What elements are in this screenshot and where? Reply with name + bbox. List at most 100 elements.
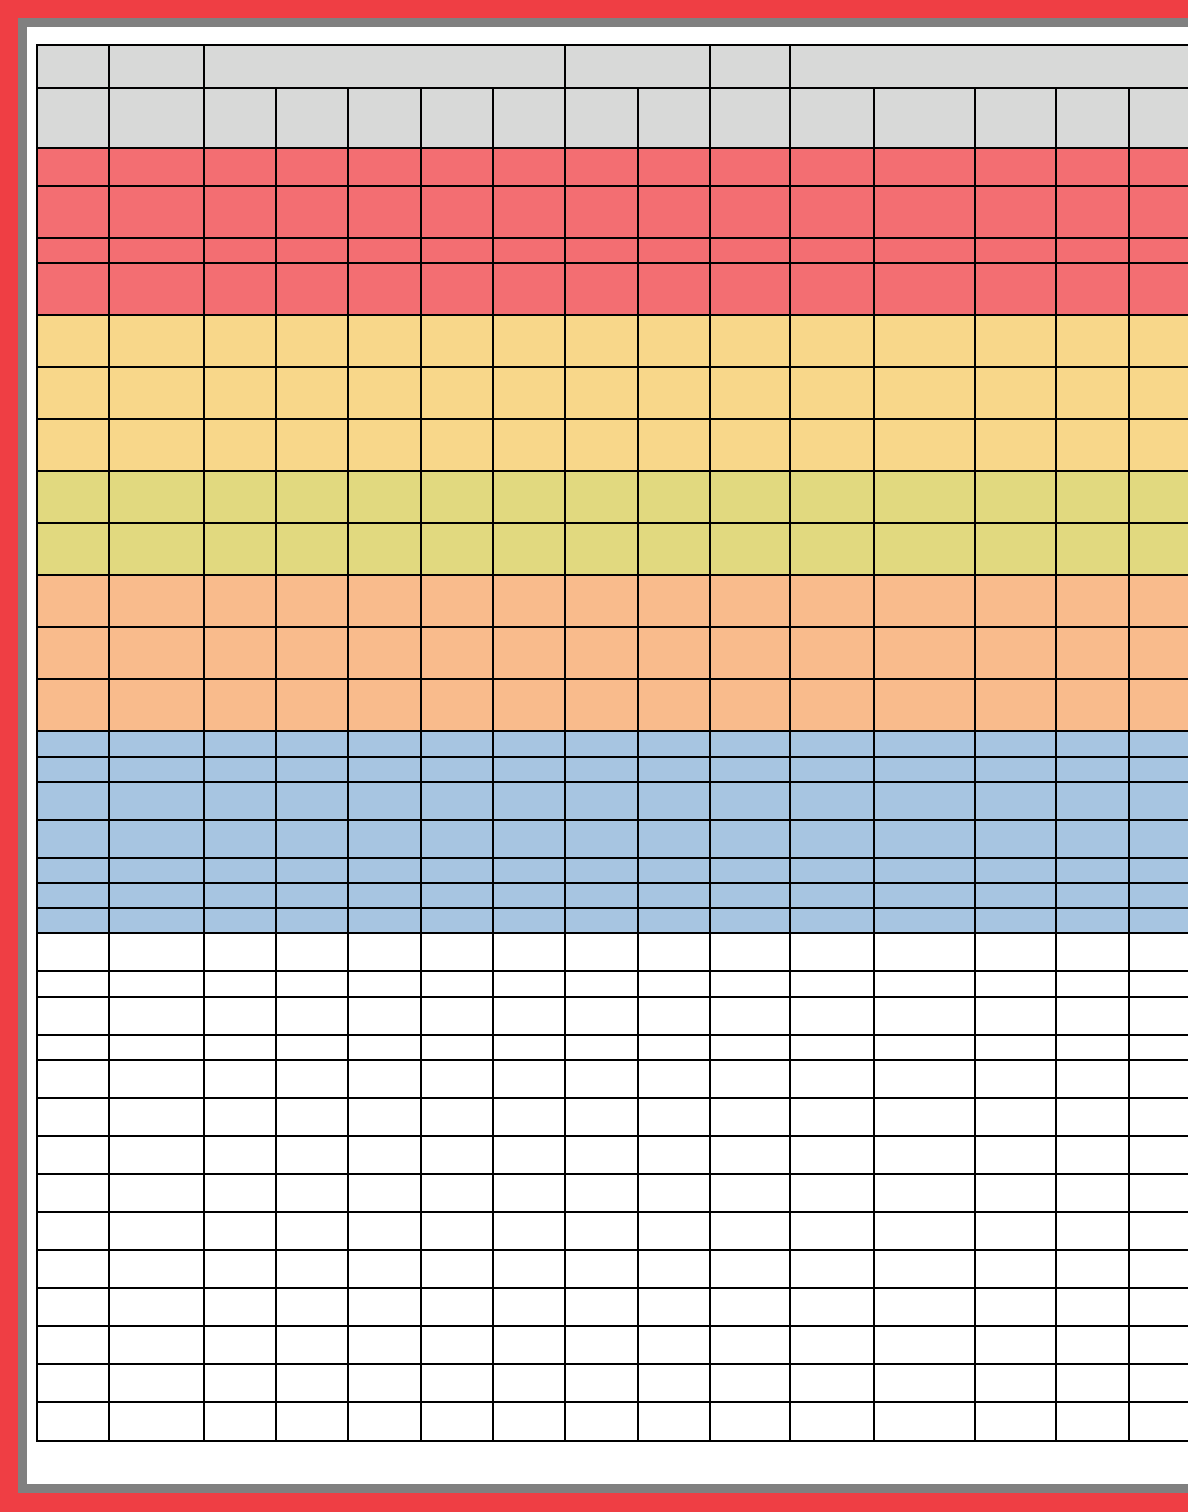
table-cell[interactable] — [873, 147, 977, 187]
table-cell[interactable] — [1128, 1097, 1188, 1137]
table-cell[interactable] — [564, 781, 640, 821]
table-cell[interactable] — [1128, 678, 1188, 732]
table-cell[interactable] — [709, 185, 792, 239]
table-cell[interactable] — [420, 1325, 494, 1365]
table-cell[interactable] — [637, 678, 712, 732]
table-cell[interactable] — [1055, 996, 1131, 1036]
table-cell[interactable] — [564, 1034, 640, 1061]
table-cell[interactable] — [347, 418, 422, 472]
table-cell[interactable] — [1055, 781, 1131, 821]
table-cell[interactable] — [203, 1325, 277, 1365]
table-cell[interactable] — [1055, 907, 1131, 934]
table-cell[interactable] — [637, 970, 712, 998]
table-cell[interactable] — [974, 147, 1058, 187]
table-cell[interactable] — [1128, 907, 1188, 934]
table-cell[interactable] — [564, 1401, 640, 1442]
table-cell[interactable] — [203, 996, 277, 1036]
table-cell[interactable] — [789, 730, 876, 758]
table-cell[interactable] — [108, 1287, 205, 1327]
table-cell[interactable] — [564, 470, 640, 524]
table-cell[interactable] — [637, 1249, 712, 1289]
table-cell[interactable] — [709, 237, 792, 264]
table-cell[interactable] — [974, 730, 1058, 758]
table-cell[interactable] — [420, 1097, 494, 1137]
table-cell[interactable] — [347, 1249, 422, 1289]
table-cell[interactable] — [203, 730, 277, 758]
table-cell[interactable] — [709, 1363, 792, 1403]
table-cell[interactable] — [564, 185, 640, 239]
table-cell[interactable] — [108, 1325, 205, 1365]
table-cell[interactable] — [1055, 1325, 1131, 1365]
table-cell[interactable] — [491, 626, 567, 680]
table-cell[interactable] — [1128, 932, 1188, 972]
table-cell[interactable] — [275, 418, 349, 472]
table-cell[interactable] — [347, 574, 422, 628]
table-cell[interactable] — [108, 730, 205, 758]
table-cell[interactable] — [347, 237, 422, 264]
table-cell[interactable] — [1055, 882, 1131, 909]
table-cell[interactable] — [637, 470, 712, 524]
header-cell[interactable] — [789, 87, 876, 149]
table-cell[interactable] — [203, 1363, 277, 1403]
table-cell[interactable] — [873, 932, 977, 972]
table-cell[interactable] — [275, 781, 349, 821]
table-cell[interactable] — [637, 1135, 712, 1175]
table-cell[interactable] — [1128, 1325, 1188, 1365]
table-cell[interactable] — [974, 1097, 1058, 1137]
table-cell[interactable] — [709, 418, 792, 472]
table-cell[interactable] — [36, 185, 110, 239]
table-cell[interactable] — [1055, 756, 1131, 783]
table-cell[interactable] — [108, 1211, 205, 1251]
table-cell[interactable] — [873, 1325, 977, 1365]
table-cell[interactable] — [789, 1363, 876, 1403]
table-cell[interactable] — [709, 626, 792, 680]
table-cell[interactable] — [789, 626, 876, 680]
table-cell[interactable] — [275, 1059, 349, 1099]
table-cell[interactable] — [420, 819, 494, 859]
table-cell[interactable] — [275, 1249, 349, 1289]
table-cell[interactable] — [203, 932, 277, 972]
table-cell[interactable] — [347, 1135, 422, 1175]
table-cell[interactable] — [36, 907, 110, 934]
table-cell[interactable] — [108, 314, 205, 368]
table-cell[interactable] — [275, 882, 349, 909]
table-cell[interactable] — [275, 857, 349, 884]
table-cell[interactable] — [564, 1287, 640, 1327]
table-cell[interactable] — [108, 237, 205, 264]
table-cell[interactable] — [36, 1211, 110, 1251]
table-cell[interactable] — [36, 418, 110, 472]
table-cell[interactable] — [564, 1249, 640, 1289]
table-cell[interactable] — [491, 730, 567, 758]
table-cell[interactable] — [873, 678, 977, 732]
table-cell[interactable] — [637, 730, 712, 758]
table-cell[interactable] — [709, 1325, 792, 1365]
table-cell[interactable] — [420, 996, 494, 1036]
table-cell[interactable] — [1128, 1287, 1188, 1327]
table-cell[interactable] — [564, 237, 640, 264]
table-cell[interactable] — [637, 1097, 712, 1137]
table-cell[interactable] — [637, 626, 712, 680]
table-cell[interactable] — [974, 574, 1058, 628]
table-cell[interactable] — [420, 781, 494, 821]
table-cell[interactable] — [564, 678, 640, 732]
table-cell[interactable] — [789, 819, 876, 859]
table-cell[interactable] — [1128, 1173, 1188, 1213]
table-cell[interactable] — [491, 1135, 567, 1175]
table-cell[interactable] — [709, 819, 792, 859]
table-cell[interactable] — [789, 522, 876, 576]
table-cell[interactable] — [203, 1249, 277, 1289]
table-cell[interactable] — [420, 366, 494, 420]
header-cell[interactable] — [347, 87, 422, 149]
table-cell[interactable] — [974, 1287, 1058, 1327]
table-cell[interactable] — [108, 147, 205, 187]
table-cell[interactable] — [203, 1211, 277, 1251]
table-cell[interactable] — [564, 418, 640, 472]
table-cell[interactable] — [1128, 996, 1188, 1036]
table-cell[interactable] — [203, 262, 277, 316]
table-cell[interactable] — [275, 730, 349, 758]
table-cell[interactable] — [275, 1363, 349, 1403]
table-cell[interactable] — [491, 185, 567, 239]
header-cell[interactable] — [1055, 87, 1131, 149]
table-cell[interactable] — [873, 1059, 977, 1099]
table-cell[interactable] — [873, 907, 977, 934]
